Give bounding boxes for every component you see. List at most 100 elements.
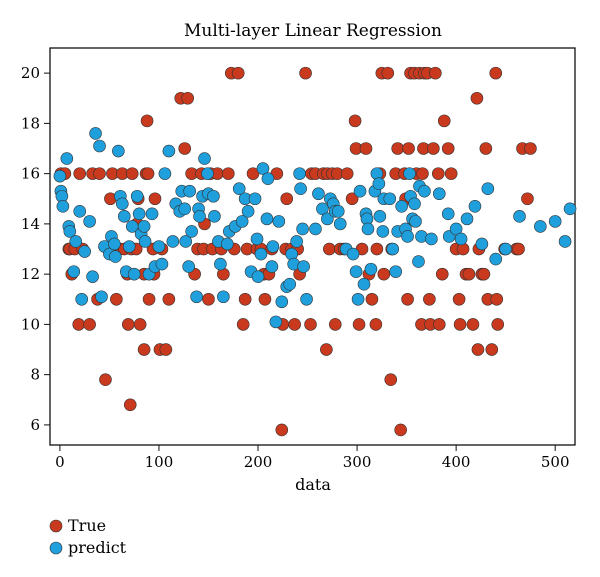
- y-tick-label: 14: [21, 215, 40, 233]
- point-predict: [266, 240, 280, 253]
- point-predict: [272, 215, 286, 228]
- point-predict: [361, 222, 375, 236]
- point-predict: [376, 225, 390, 238]
- point-predict: [403, 167, 416, 180]
- point-predict: [395, 199, 408, 213]
- point-predict: [152, 240, 166, 253]
- point-true: [402, 142, 415, 155]
- point-predict: [117, 210, 131, 223]
- point-predict: [353, 184, 367, 198]
- point-predict: [67, 265, 81, 278]
- legend-label-predict: predict: [68, 538, 127, 557]
- point-true: [159, 343, 173, 356]
- point-true: [142, 292, 156, 306]
- point-true: [370, 242, 384, 256]
- point-predict: [93, 139, 106, 153]
- point-true: [304, 318, 317, 331]
- point-true: [394, 423, 407, 437]
- point-predict: [182, 260, 195, 273]
- point-true: [453, 318, 467, 331]
- point-predict: [293, 167, 306, 180]
- point-true: [444, 167, 458, 180]
- point-predict: [275, 295, 289, 309]
- point-true: [246, 167, 260, 180]
- point-predict: [300, 292, 313, 306]
- point-true: [435, 267, 449, 281]
- point-predict: [412, 255, 425, 268]
- point-predict: [316, 202, 329, 216]
- point-predict: [138, 235, 152, 248]
- point-predict: [283, 277, 297, 291]
- point-predict: [86, 270, 99, 283]
- x-tick-label: 500: [541, 453, 570, 471]
- point-predict: [408, 197, 421, 211]
- point-true: [491, 318, 505, 331]
- point-true: [432, 167, 445, 180]
- point-true: [299, 66, 312, 80]
- point-true: [72, 318, 86, 331]
- point-predict: [534, 220, 547, 233]
- point-predict: [389, 265, 403, 278]
- point-true: [275, 423, 289, 437]
- point-predict: [296, 222, 309, 236]
- point-predict: [178, 202, 192, 216]
- point-predict: [432, 187, 446, 201]
- point-predict: [333, 217, 347, 231]
- point-true: [485, 343, 499, 356]
- point-predict: [260, 212, 274, 226]
- point-true: [162, 292, 176, 306]
- y-tick-label: 8: [30, 366, 40, 384]
- point-predict: [112, 144, 125, 158]
- point-predict: [221, 237, 234, 251]
- point-true: [470, 91, 484, 105]
- point-true: [236, 318, 250, 331]
- point-predict: [297, 260, 310, 273]
- point-predict: [132, 207, 146, 221]
- point-true: [423, 292, 436, 306]
- point-predict: [290, 235, 303, 248]
- point-predict: [250, 232, 264, 246]
- point-true: [521, 192, 534, 206]
- point-predict: [481, 182, 495, 196]
- point-predict: [166, 235, 180, 248]
- legend: True predict: [49, 516, 127, 557]
- point-predict: [130, 189, 144, 203]
- point-true: [452, 292, 466, 306]
- point-predict: [383, 192, 397, 206]
- point-true: [93, 167, 106, 180]
- y-tick-label: 20: [21, 64, 40, 82]
- point-predict: [372, 177, 386, 190]
- point-predict: [155, 257, 169, 271]
- point-true: [369, 318, 383, 331]
- x-tick-label: 300: [343, 453, 372, 471]
- point-true: [352, 318, 366, 331]
- point-true: [427, 142, 440, 155]
- point-predict: [214, 257, 227, 271]
- point-true: [222, 167, 235, 180]
- point-predict: [269, 315, 283, 329]
- point-true: [110, 292, 123, 306]
- point-predict: [386, 242, 400, 256]
- point-predict: [475, 237, 489, 251]
- point-true: [280, 192, 294, 206]
- point-true: [524, 142, 537, 155]
- point-predict: [137, 220, 151, 233]
- point-true: [384, 373, 398, 386]
- point-predict: [513, 210, 526, 223]
- point-true: [323, 242, 336, 256]
- point-predict: [251, 270, 265, 283]
- point-true: [231, 66, 245, 80]
- point-predict: [294, 182, 307, 196]
- point-predict: [179, 235, 193, 248]
- point-predict: [418, 184, 431, 198]
- point-predict: [127, 267, 141, 281]
- point-true: [202, 292, 215, 306]
- point-predict: [357, 277, 371, 291]
- point-predict: [60, 152, 74, 165]
- point-predict: [185, 225, 198, 238]
- point-predict: [158, 167, 172, 180]
- point-true: [238, 292, 252, 306]
- point-true: [490, 292, 504, 306]
- axis-ticks: 0 100 200 300 400 500 6 8 10 12 14 16 18 20: [21, 64, 570, 471]
- point-true: [181, 91, 194, 105]
